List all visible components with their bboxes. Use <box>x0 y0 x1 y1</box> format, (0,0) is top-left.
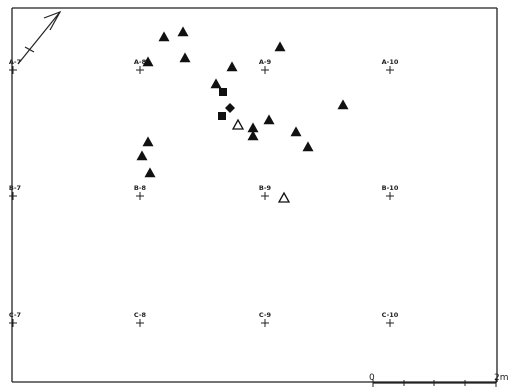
filled-triangle-find <box>142 56 154 67</box>
grid-label: A-9 <box>259 58 272 66</box>
filled-triangle-find <box>302 141 314 152</box>
filled-triangle-find <box>263 114 275 125</box>
filled-triangle-find <box>210 78 222 89</box>
grid-point-b-9: B-9 <box>259 184 272 200</box>
grid-label: C-8 <box>134 311 147 319</box>
open-triangle-find <box>231 118 245 130</box>
filled-diamond-find <box>225 103 235 113</box>
filled-triangle-find <box>247 130 259 141</box>
filled-triangle-find <box>136 150 148 161</box>
grid-point-a-10: A-10 <box>382 58 399 74</box>
filled-square-find <box>219 88 227 96</box>
filled-square-find <box>218 112 226 120</box>
grid-point-c-7: C-7 <box>9 311 21 327</box>
grid-point-c-8: C-8 <box>134 311 147 327</box>
grid-point-a-8: A-8 <box>134 58 147 74</box>
filled-triangle-find <box>158 31 170 42</box>
grid-points: A-7 A-8 A-9 A-10 B-7 B-8 B-9 B-10 C-7 C-8 C-9 C-10 <box>9 58 399 327</box>
grid-label: B-8 <box>134 184 147 192</box>
grid-point-c-9: C-9 <box>259 311 272 327</box>
grid-label: B-7 <box>9 184 21 192</box>
filled-triangle-find <box>274 41 286 52</box>
grid-label: A-7 <box>9 58 21 66</box>
grid-label: C-10 <box>382 311 399 319</box>
grid-label: C-7 <box>9 311 21 319</box>
north-arrow-tick <box>24 46 35 53</box>
plan-frame <box>11 7 498 383</box>
filled-triangle-find <box>144 167 156 178</box>
grid-label: A-10 <box>382 58 399 66</box>
grid-point-a-7: A-7 <box>9 58 21 74</box>
open-triangle-find <box>277 191 291 203</box>
grid-point-a-9: A-9 <box>259 58 272 74</box>
filled-triangle-find <box>226 61 238 72</box>
find-symbols <box>136 26 349 203</box>
filled-triangle-find <box>177 26 189 37</box>
grid-label: B-10 <box>382 184 399 192</box>
filled-triangle-find <box>290 126 302 137</box>
filled-triangle-find <box>179 52 191 63</box>
grid-point-b-7: B-7 <box>9 184 21 200</box>
scale-start-label: 0 <box>369 373 375 383</box>
grid-label: C-9 <box>259 311 272 319</box>
grid-point-c-10: C-10 <box>382 311 399 327</box>
grid-label: A-8 <box>134 58 147 66</box>
grid-point-b-10: B-10 <box>382 184 399 200</box>
filled-triangle-find <box>337 99 349 110</box>
north-arrow <box>17 10 62 65</box>
north-arrow-shaft <box>17 11 61 65</box>
scale-bar: 0 2m <box>369 373 508 387</box>
north-arrow-head <box>43 10 62 31</box>
grid-label: B-9 <box>259 184 272 192</box>
filled-triangle-find <box>142 136 154 147</box>
scale-end-label: 2m <box>494 373 508 383</box>
grid-point-b-8: B-8 <box>134 184 147 200</box>
